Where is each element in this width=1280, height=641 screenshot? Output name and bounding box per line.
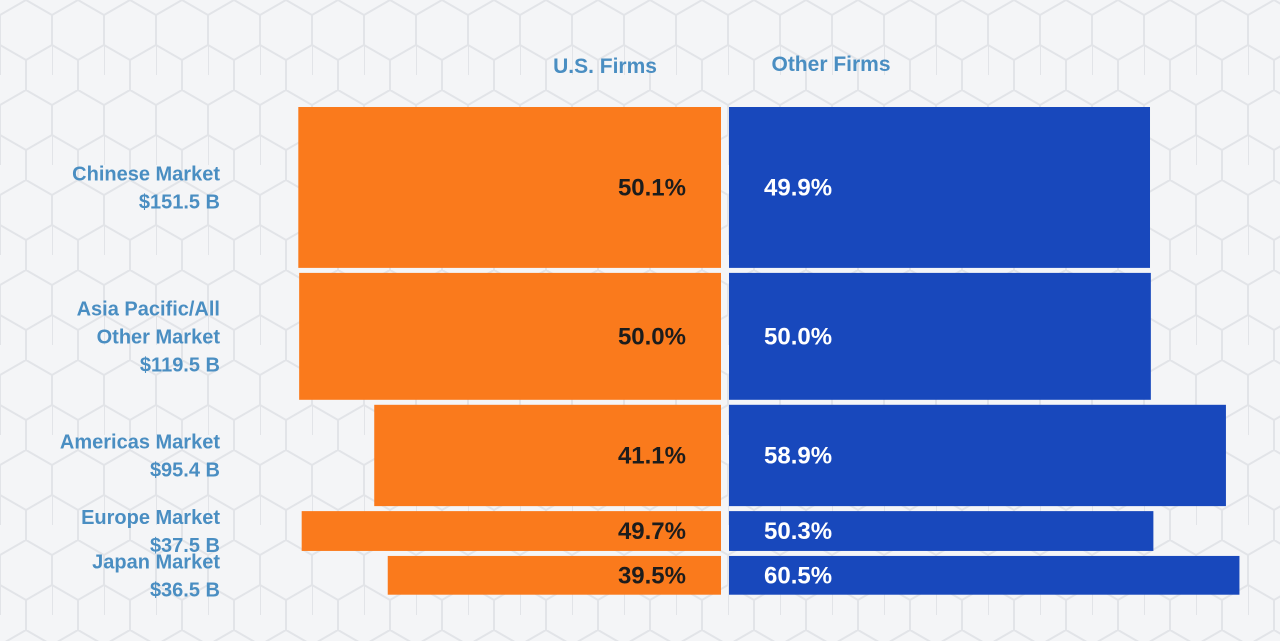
bars-group: 50.1% 49.9% Chinese Market $151.5 B 50.0% 50.… xyxy=(60,107,1240,601)
bar-other-firms xyxy=(729,404,1226,507)
category-label: Europe Market $37.5 B xyxy=(81,507,220,557)
series-header-us-firms: U.S. Firms xyxy=(553,55,657,78)
category-label-line: Other Market xyxy=(97,326,221,348)
bar-us-firms xyxy=(374,404,721,507)
category-label-line: $36.5 B xyxy=(150,579,220,601)
value-label-us-firms: 50.1% xyxy=(618,174,686,201)
bar-other-firms xyxy=(729,511,1154,551)
value-label-us-firms: 49.7% xyxy=(618,518,686,545)
bar-us-firms xyxy=(387,555,721,595)
value-label-us-firms: 39.5% xyxy=(618,562,686,589)
value-label-other-firms: 60.5% xyxy=(764,562,832,589)
category-label-line: $95.4 B xyxy=(150,459,220,481)
bar-other-firms xyxy=(729,272,1151,400)
category-label: Chinese Market $151.5 B xyxy=(72,163,220,213)
bar-other-firms xyxy=(729,107,1151,268)
category-label-line: Chinese Market xyxy=(72,163,220,185)
value-label-other-firms: 50.3% xyxy=(764,518,832,545)
category-label: Japan Market $36.5 B xyxy=(92,551,220,601)
bar-us-firms xyxy=(298,107,721,268)
category-label-line: Asia Pacific/All xyxy=(77,298,220,320)
category-label: Americas Market $95.4 B xyxy=(60,431,220,481)
category-label-line: Japan Market xyxy=(92,551,220,573)
bar-us-firms xyxy=(301,511,721,551)
category-label-line: Europe Market xyxy=(81,507,220,529)
category-label: Asia Pacific/All Other Market $119.5 B xyxy=(77,298,221,376)
value-label-us-firms: 41.1% xyxy=(618,442,686,469)
value-label-us-firms: 50.0% xyxy=(618,323,686,350)
series-header-other-firms: Other Firms xyxy=(771,53,890,76)
bar-other-firms xyxy=(729,555,1240,595)
category-label-line: $37.5 B xyxy=(150,535,220,557)
value-label-other-firms: 49.9% xyxy=(764,174,832,201)
category-label-line: Americas Market xyxy=(60,431,220,453)
category-label-line: $119.5 B xyxy=(140,354,220,376)
value-label-other-firms: 58.9% xyxy=(764,442,832,469)
category-label-line: $151.5 B xyxy=(139,191,220,213)
bar-us-firms xyxy=(299,272,721,400)
value-label-other-firms: 50.0% xyxy=(764,323,832,350)
